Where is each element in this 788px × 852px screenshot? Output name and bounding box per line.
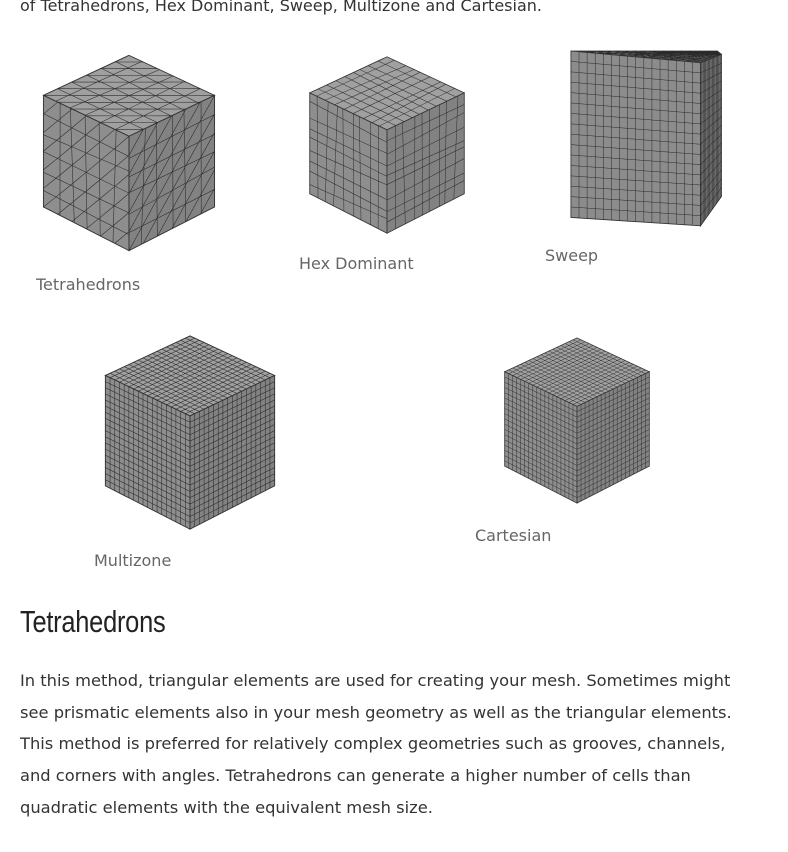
mesh-shape bbox=[43, 61, 215, 130]
mesh-shape bbox=[508, 339, 646, 405]
mesh-shape bbox=[189, 377, 275, 527]
mesh-image bbox=[42, 54, 216, 252]
intro-text: of Tetrahedrons, Hex Dominant, Sweep, Mu… bbox=[20, 0, 542, 15]
paragraph: In this method, triangular elements are … bbox=[20, 671, 732, 817]
mesh-shape bbox=[109, 337, 271, 414]
mesh-shape bbox=[504, 373, 578, 502]
mesh-shape bbox=[579, 50, 722, 63]
mesh-shape bbox=[105, 377, 191, 527]
figure-caption: Cartesian bbox=[475, 526, 552, 545]
mesh-shape bbox=[576, 373, 650, 502]
figure-caption: Sweep bbox=[545, 246, 599, 265]
mesh-shape bbox=[700, 54, 722, 224]
mesh-shape bbox=[386, 95, 465, 229]
figure-caption: Tetrahedrons bbox=[36, 275, 141, 294]
mesh-shape bbox=[128, 95, 215, 251]
mesh-shape bbox=[570, 51, 701, 226]
mesh-image bbox=[570, 50, 723, 228]
section-heading: Tetrahedrons bbox=[20, 604, 166, 639]
mesh-shape bbox=[43, 101, 130, 244]
mesh-shape bbox=[316, 60, 457, 127]
mesh-image bbox=[308, 56, 466, 234]
figure-caption: Multizone bbox=[94, 551, 172, 570]
figure-caption: Hex Dominant bbox=[299, 254, 414, 273]
mesh-image bbox=[104, 335, 276, 530]
mesh-image bbox=[503, 337, 651, 504]
mesh-shape bbox=[309, 96, 388, 229]
